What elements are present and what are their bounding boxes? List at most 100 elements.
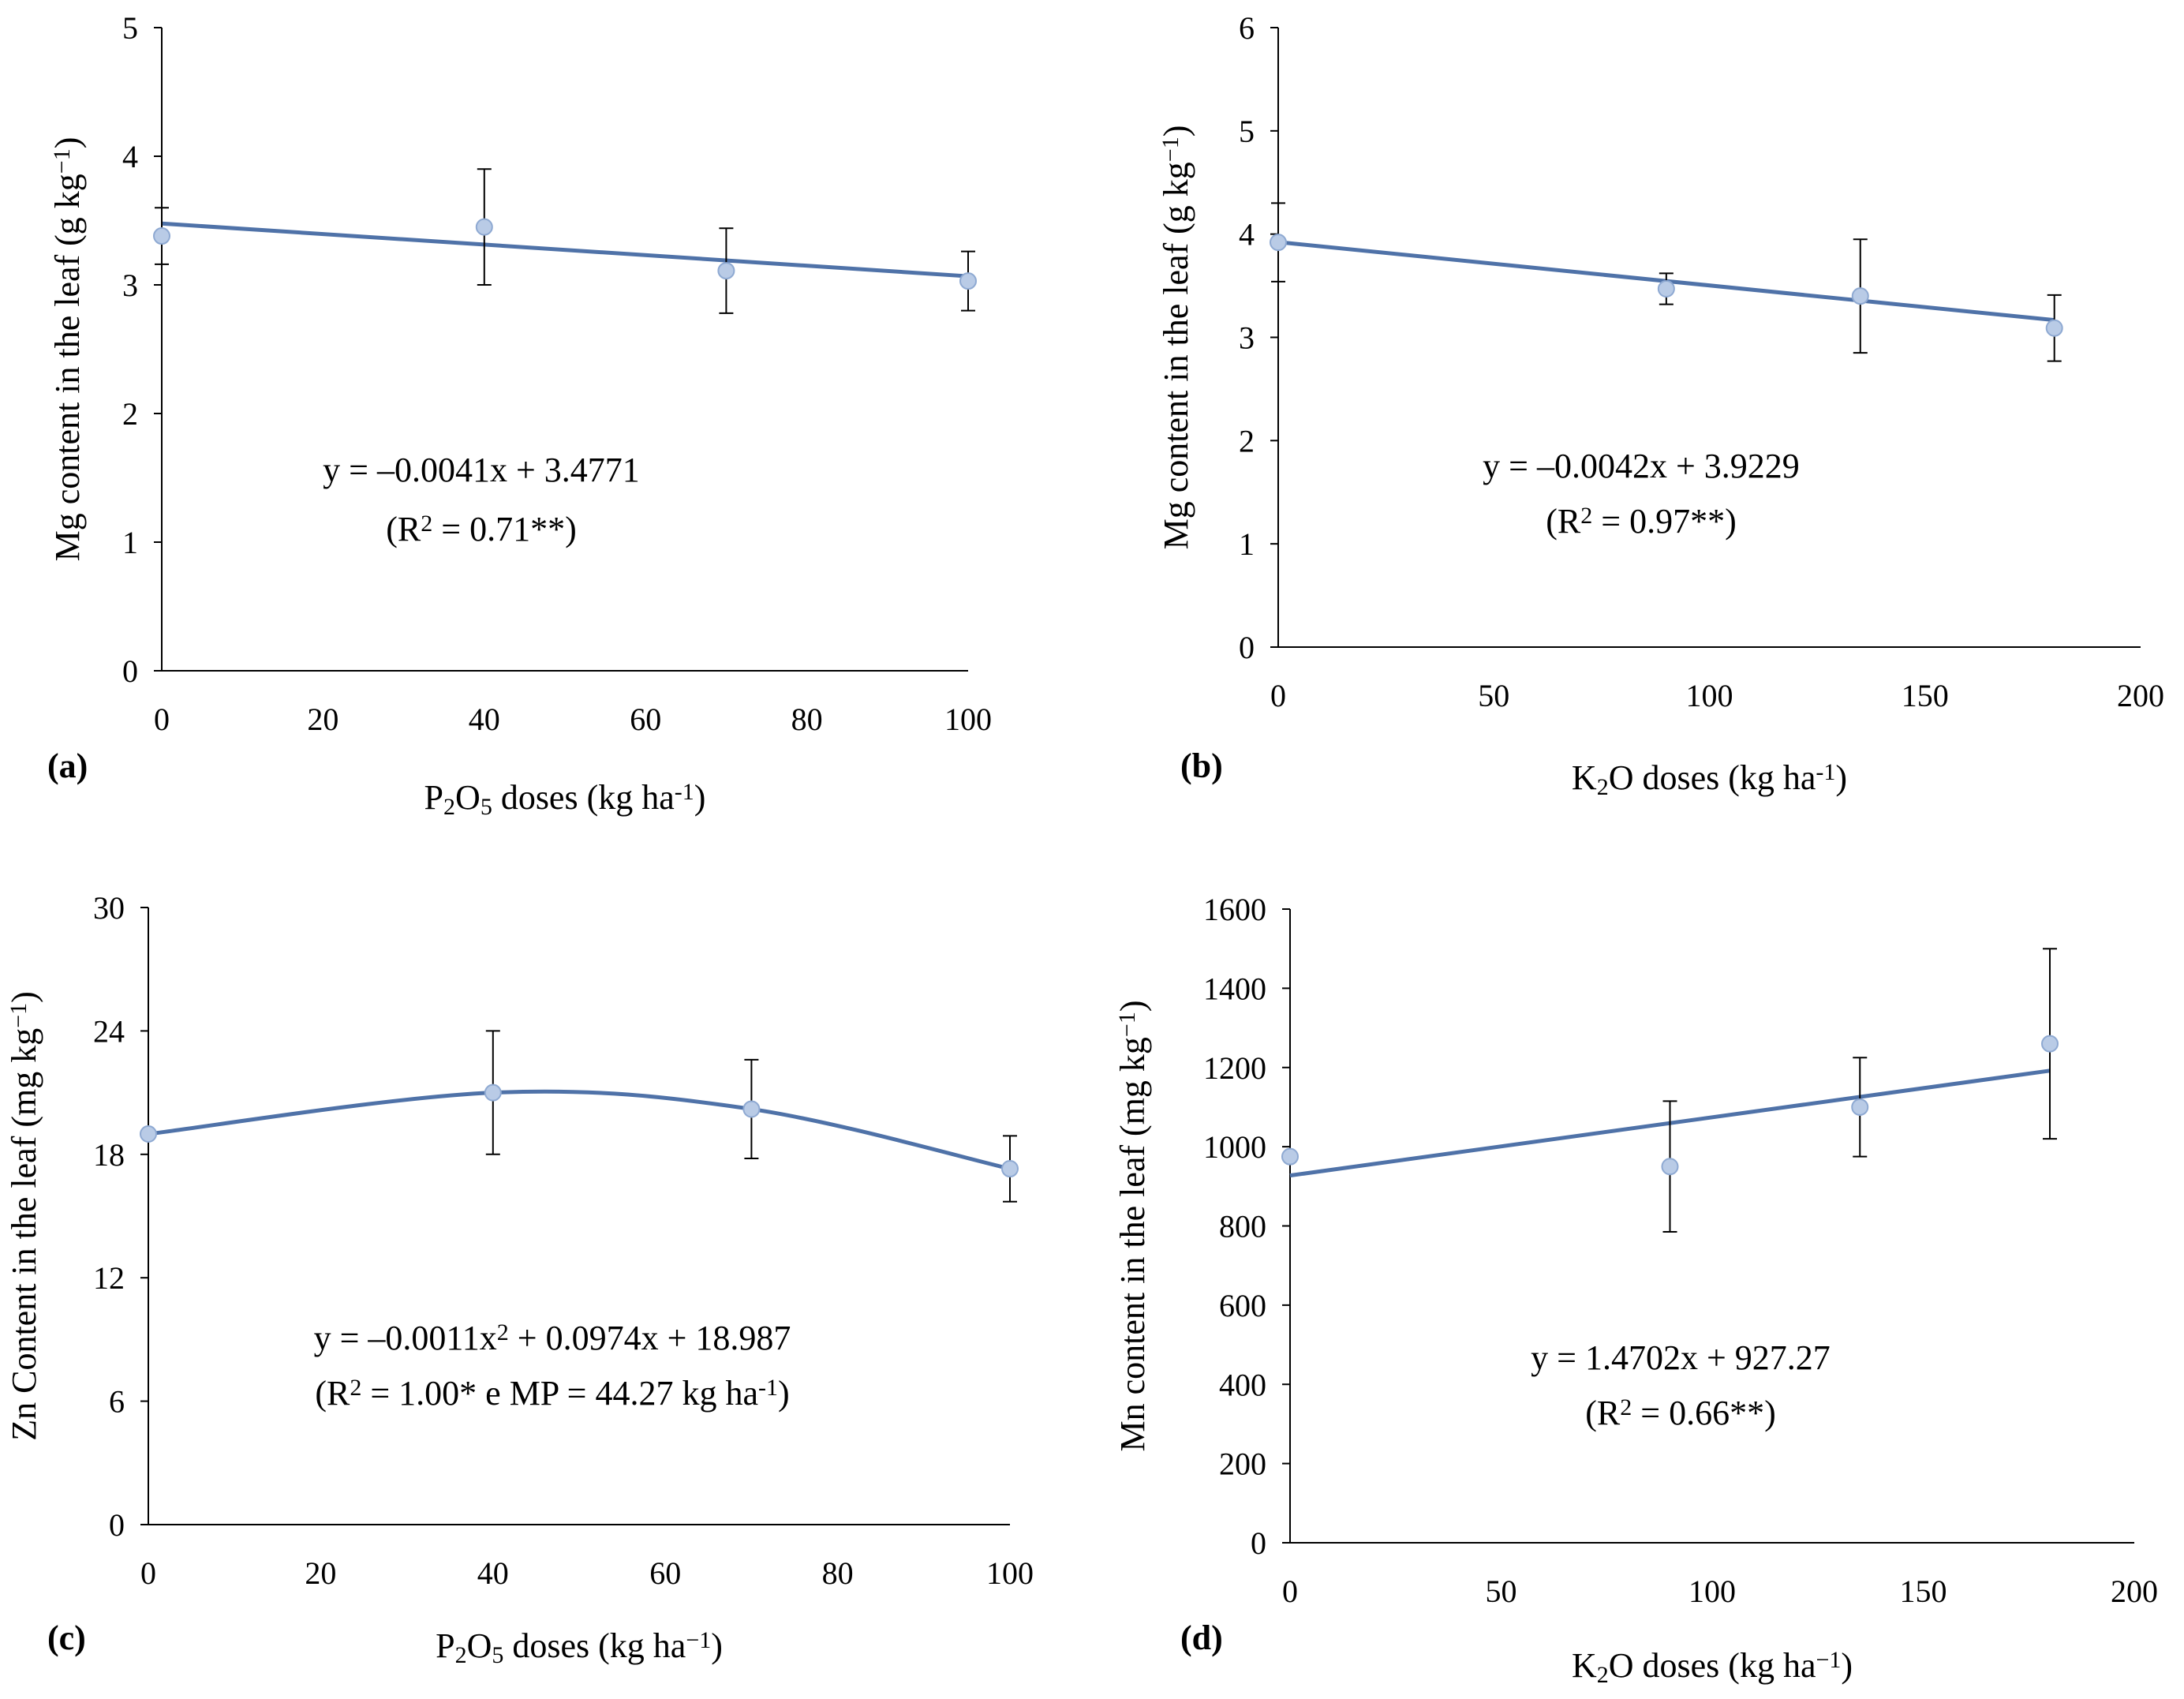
x-tick-label: 80 bbox=[791, 702, 823, 737]
x-axis-label-part: ) bbox=[694, 778, 706, 817]
data-point bbox=[1851, 1098, 1869, 1116]
r-squared-text: (R2 = 0.66**) bbox=[1585, 1394, 1775, 1432]
x-axis-label: P2O5 doses (kg ha−1) bbox=[436, 1626, 723, 1668]
label-text: (R bbox=[315, 1374, 350, 1413]
label-text: = 0.97**) bbox=[1592, 502, 1736, 541]
data-point bbox=[2045, 319, 2063, 337]
x-axis-label: K2O doses (kg ha-1) bbox=[1572, 758, 1847, 800]
y-tick-label: 200 bbox=[1219, 1446, 1266, 1482]
data-point bbox=[1001, 1160, 1019, 1178]
y-tick-label: 0 bbox=[1239, 630, 1255, 665]
x-tick-label: 60 bbox=[649, 1555, 681, 1591]
y-tick-label: 1 bbox=[1239, 526, 1255, 562]
y-tick-label: 5 bbox=[122, 10, 138, 46]
x-axis-label-part: 2 bbox=[443, 794, 455, 820]
x-axis-label-part: -1 bbox=[1816, 759, 1835, 785]
x-tick-label: 150 bbox=[1902, 678, 1949, 713]
y-tick-label: 4 bbox=[1239, 217, 1255, 253]
y-axis-label: Zn Content in the leaf (mg kg−1) bbox=[5, 991, 43, 1441]
x-axis-label-part: O doses (kg ha bbox=[1609, 1646, 1816, 1685]
x-axis-label: K2O doses (kg ha−1) bbox=[1572, 1646, 1853, 1688]
x-tick-label: 20 bbox=[307, 702, 338, 737]
label-text: = 1.00* e MP = 44.27 kg ha bbox=[361, 1374, 758, 1413]
x-tick-label: 0 bbox=[140, 1555, 156, 1591]
y-tick-label: 3 bbox=[1239, 320, 1255, 356]
x-axis-label-part: −1 bbox=[686, 1627, 711, 1653]
y-axis-label: Mg content in the leaf (g kg−1) bbox=[1157, 125, 1195, 550]
y-axis-label-superscript: −1 bbox=[1157, 137, 1184, 162]
x-axis-label-part: ) bbox=[1841, 1646, 1853, 1685]
label-text: y = –0.0011x bbox=[314, 1319, 497, 1357]
r-squared-text: (R2 = 0.71**) bbox=[386, 510, 576, 548]
y-axis-label-superscript: −1 bbox=[1114, 1012, 1140, 1037]
y-tick-label: 12 bbox=[93, 1260, 125, 1296]
y-tick-label: 30 bbox=[93, 890, 125, 926]
y-tick-label: 1200 bbox=[1203, 1050, 1266, 1086]
y-axis-label-text: Mn content in the leaf (mg kg bbox=[1113, 1037, 1152, 1451]
y-tick-label: 400 bbox=[1219, 1367, 1266, 1402]
y-axis-label-superscript: −1 bbox=[49, 148, 75, 174]
x-axis-label-part: O doses (kg ha bbox=[1609, 758, 1816, 797]
label-superscript: 2 bbox=[350, 1375, 361, 1401]
y-tick-label: 800 bbox=[1219, 1209, 1266, 1244]
y-axis-label-text: Zn Content in the leaf (mg kg bbox=[5, 1028, 43, 1441]
equation-text: y = –0.0041x + 3.4771 bbox=[323, 451, 640, 489]
y-axis-label: Mg content in the leaf (g kg−1) bbox=[48, 137, 87, 562]
data-point bbox=[717, 262, 735, 280]
y-tick-label: 24 bbox=[93, 1013, 125, 1049]
equation-text: y = –0.0042x + 3.9229 bbox=[1483, 447, 1800, 485]
x-axis-label-part: ) bbox=[1835, 758, 1847, 797]
y-tick-label: 1000 bbox=[1203, 1129, 1266, 1165]
x-tick-label: 20 bbox=[305, 1555, 336, 1591]
y-tick-label: 1 bbox=[122, 525, 138, 560]
data-point bbox=[140, 1125, 157, 1143]
y-tick-label: 0 bbox=[122, 653, 138, 689]
y-tick-label: 2 bbox=[122, 396, 138, 432]
x-axis-label-part: 2 bbox=[1597, 1662, 1609, 1688]
x-axis-label-part: K bbox=[1572, 1646, 1597, 1685]
label-superscript: 2 bbox=[1620, 1394, 1632, 1420]
fit-line bbox=[161, 221, 969, 279]
chart-panel-d: 0 200 400 600 800 1000 1200 1400 1600 0 50 100 150 20… bbox=[1113, 892, 2158, 1688]
label-superscript: 2 bbox=[497, 1319, 509, 1345]
x-tick-label: 200 bbox=[2117, 678, 2164, 713]
label-text: ) bbox=[778, 1374, 790, 1413]
x-axis-label-part: K bbox=[1572, 758, 1597, 797]
data-point bbox=[475, 218, 493, 236]
x-tick-label: 100 bbox=[944, 702, 992, 737]
x-tick-label: 0 bbox=[1270, 678, 1286, 713]
r-squared-text: (R2 = 0.97**) bbox=[1546, 502, 1736, 541]
y-tick-label: 0 bbox=[1251, 1525, 1266, 1561]
y-tick-label: 0 bbox=[109, 1507, 125, 1543]
x-tick-label: 100 bbox=[1688, 1574, 1736, 1609]
y-axis-label-text: Mg content in the leaf (g kg bbox=[1157, 162, 1195, 549]
r-squared-text: (R2 = 1.00* e MP = 44.27 kg ha-1) bbox=[315, 1374, 789, 1413]
panel-label: (d) bbox=[1180, 1619, 1223, 1657]
x-axis-label-part: O bbox=[455, 778, 481, 817]
label-text: = 0.71**) bbox=[432, 510, 576, 548]
y-tick-label: 1400 bbox=[1203, 971, 1266, 1006]
y-tick-label: 5 bbox=[1239, 114, 1255, 149]
x-tick-label: 50 bbox=[1478, 678, 1509, 713]
x-tick-label: 50 bbox=[1486, 1574, 1517, 1609]
data-point bbox=[959, 272, 977, 290]
data-point bbox=[484, 1083, 502, 1102]
data-point bbox=[1851, 287, 1869, 305]
y-axis-label-end: ) bbox=[1157, 125, 1195, 137]
y-tick-label: 1600 bbox=[1203, 892, 1266, 927]
x-axis-label-part: −1 bbox=[1816, 1647, 1841, 1673]
x-axis-label-part: ) bbox=[711, 1626, 723, 1665]
data-point bbox=[2041, 1035, 2059, 1053]
y-tick-label: 6 bbox=[109, 1384, 125, 1420]
x-tick-label: 0 bbox=[1282, 1574, 1298, 1609]
data-point bbox=[1270, 234, 1287, 252]
y-tick-label: 600 bbox=[1219, 1288, 1266, 1323]
x-axis-label-part: 2 bbox=[455, 1642, 467, 1668]
x-axis-label-part: 5 bbox=[492, 1642, 503, 1668]
x-tick-label: 100 bbox=[1686, 678, 1733, 713]
fit-line bbox=[148, 1089, 1011, 1171]
y-tick-label: 6 bbox=[1239, 10, 1255, 46]
x-tick-label: 0 bbox=[154, 702, 170, 737]
y-axis-label-end: ) bbox=[48, 137, 87, 149]
